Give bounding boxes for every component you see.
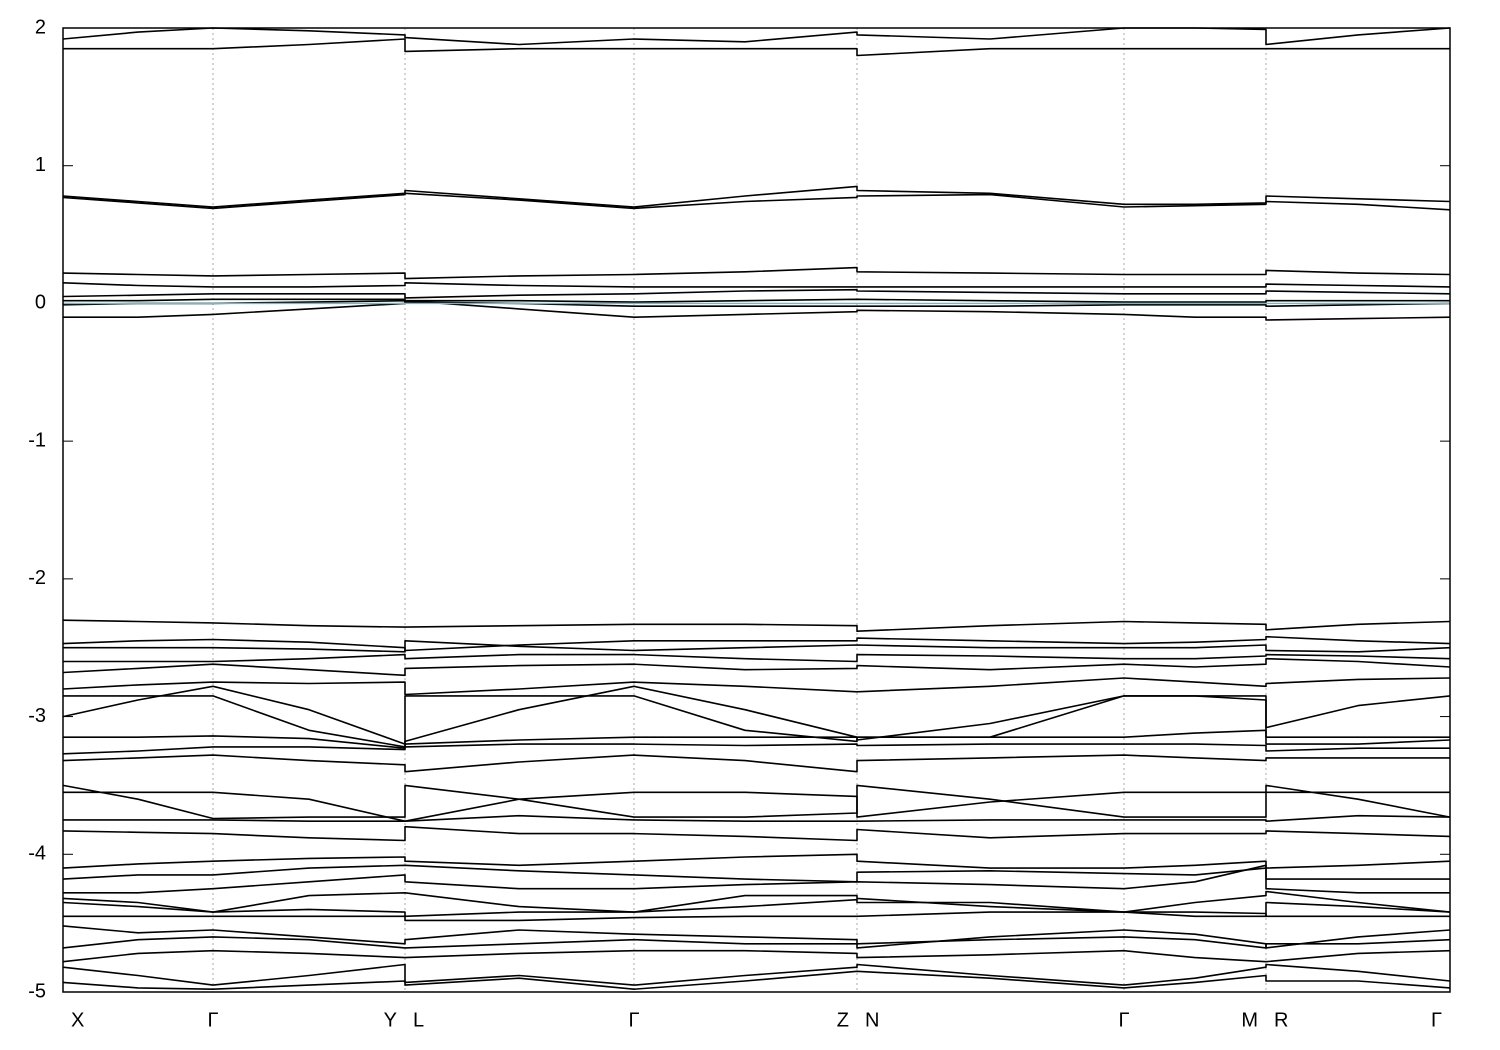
- band: [63, 814, 1451, 822]
- plot-frame: [62, 27, 1451, 993]
- band: [62, 743, 1450, 755]
- x-tick-label: X: [71, 1009, 84, 1031]
- y-tick-label: 0: [35, 292, 46, 314]
- x-tick-label: Γ: [628, 1009, 639, 1031]
- band: [62, 936, 1451, 949]
- x-tick-label: Γ: [207, 1009, 218, 1031]
- x-tick-label: N: [865, 1009, 879, 1031]
- band: [62, 619, 1451, 632]
- band: [63, 38, 1450, 57]
- band: [62, 784, 1451, 820]
- band: [62, 970, 1451, 990]
- band: [62, 853, 1451, 869]
- band: [62, 282, 1451, 288]
- band: [63, 298, 1450, 303]
- band: [62, 825, 1451, 842]
- band: [63, 653, 1451, 663]
- band: [63, 729, 1450, 749]
- band: [62, 949, 1451, 963]
- band: [62, 288, 1451, 299]
- band: [62, 890, 1451, 913]
- band: [62, 266, 1451, 280]
- y-tick-label: -4: [28, 843, 46, 865]
- band: [62, 754, 1450, 773]
- y-tick-label: -3: [28, 705, 46, 727]
- y-tick-label: -1: [28, 429, 46, 451]
- band: [62, 299, 1451, 307]
- band: [63, 695, 1451, 748]
- band: [62, 677, 1451, 696]
- y-tick-label: 2: [35, 16, 46, 38]
- band: [62, 657, 1451, 677]
- band: [63, 299, 1451, 321]
- x-tick-label: R: [1274, 1009, 1288, 1031]
- band: [63, 911, 1450, 922]
- x-tick-label: Z: [837, 1009, 849, 1031]
- band: [63, 791, 1450, 822]
- band: [62, 963, 1451, 986]
- x-tick-label: M: [1241, 1009, 1258, 1031]
- y-tick-label: -2: [28, 567, 46, 589]
- band: [63, 640, 1451, 653]
- y-tick-label: 1: [35, 154, 46, 176]
- x-tick-label: Γ: [1118, 1009, 1129, 1031]
- band: [63, 864, 1450, 894]
- x-tick-label: Y: [384, 1009, 397, 1031]
- band: [62, 27, 1451, 46]
- band: [62, 635, 1451, 652]
- y-tick-label: -5: [28, 980, 46, 1002]
- band: [62, 192, 1451, 211]
- x-tick-label: L: [413, 1009, 424, 1031]
- x-tick-label: Γ: [1431, 1009, 1442, 1031]
